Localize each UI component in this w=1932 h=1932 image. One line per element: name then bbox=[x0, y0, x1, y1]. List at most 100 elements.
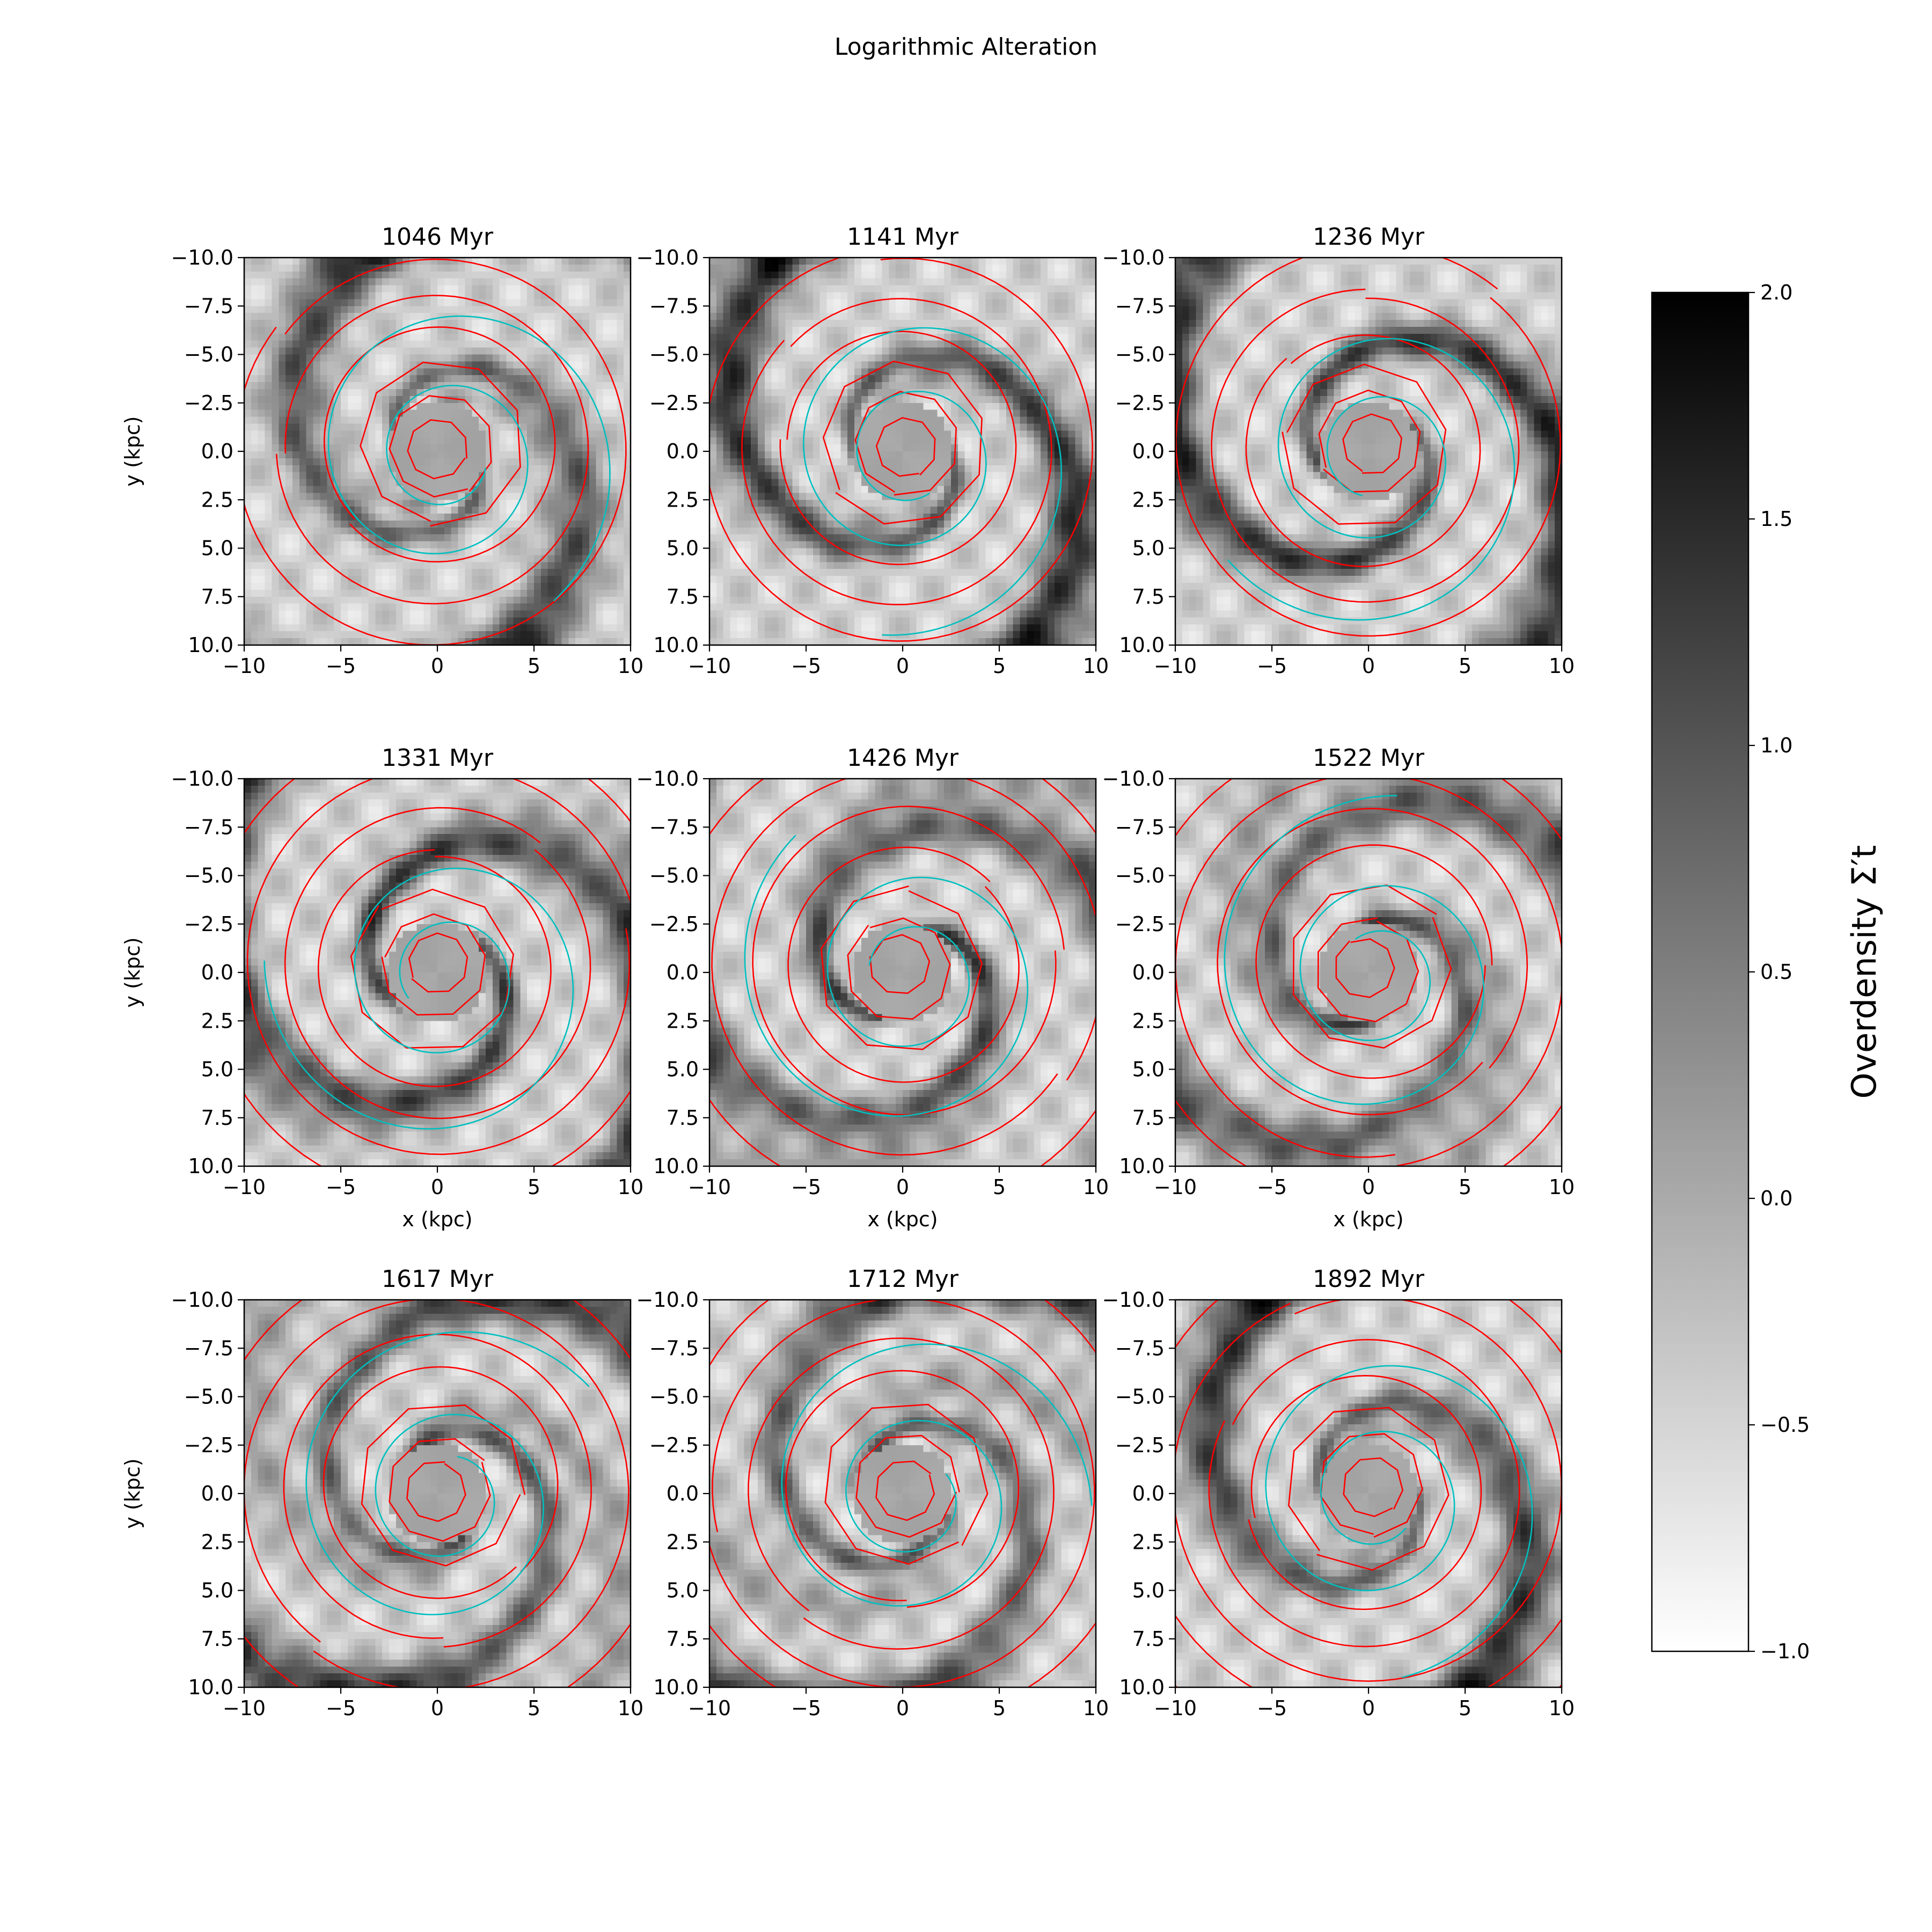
x-tick-label: 5 bbox=[528, 1696, 540, 1720]
y-tick-label: 2.5 bbox=[667, 1530, 699, 1554]
spiral-overlays bbox=[244, 779, 631, 1166]
x-tick-label: 0 bbox=[896, 654, 909, 678]
subplot-8: 1712 Myr −10 −5 0 5 10 −10.0 −7.5 −5.0 −2.5 0.0 2.5… bbox=[636, 1265, 1109, 1720]
fit-spiral-6 bbox=[244, 1300, 630, 1687]
y-tick-label: 0.0 bbox=[667, 961, 699, 984]
colorbar: 2.0 1.5 1.0 0.5 0.0 −0.5 −1.0 Overdensity Σ′t bbox=[1651, 281, 1884, 1663]
y-tick-label: 10.0 bbox=[653, 633, 699, 657]
x-tick-label: 10 bbox=[1083, 654, 1109, 678]
subplot-1: 1046 Myr −10 −5 0 5 10 −10.0 −7.5 −5.0 −2.5 0.0 2.5… bbox=[121, 223, 643, 678]
fit-spiral-4 bbox=[1245, 334, 1481, 567]
fit-spiral-1 bbox=[1335, 938, 1395, 998]
fit-spiral-6 bbox=[711, 779, 1096, 1156]
y-tick-label: 10.0 bbox=[653, 1675, 699, 1699]
fit-spiral-4 bbox=[1248, 1374, 1482, 1611]
model-spiral bbox=[327, 315, 611, 602]
y-tick-label: 2.5 bbox=[201, 1009, 233, 1033]
y-tick-label: 0.0 bbox=[201, 1482, 233, 1505]
fit-spiral-7 bbox=[244, 1300, 631, 1687]
y-tick-label: −7.5 bbox=[649, 294, 699, 318]
y-axis-label: y (kpc) bbox=[121, 937, 144, 1007]
x-tick-label: −5 bbox=[326, 654, 356, 678]
x-tick-label: 10 bbox=[1083, 1175, 1109, 1199]
x-tick-label: 10 bbox=[618, 1696, 643, 1720]
fit-spiral-5 bbox=[1217, 808, 1528, 1116]
subplot-title: 1331 Myr bbox=[382, 744, 494, 772]
spiral-overlays bbox=[1175, 779, 1562, 1166]
y-tick-label: 10.0 bbox=[188, 1154, 233, 1178]
y-tick-label: 2.5 bbox=[201, 488, 233, 511]
colorbar-gradient bbox=[1651, 291, 1750, 1652]
fit-spiral-1 bbox=[407, 419, 467, 480]
y-tick-label: 5.0 bbox=[667, 537, 699, 560]
y-tick-label: −7.5 bbox=[1115, 294, 1165, 318]
model-spiral bbox=[744, 835, 1029, 1117]
fit-spiral-3 bbox=[822, 360, 983, 525]
y-tick-label: −5.0 bbox=[1115, 1385, 1165, 1409]
y-tick-label: 7.5 bbox=[667, 585, 699, 609]
y-tick-label: 2.5 bbox=[667, 1009, 699, 1033]
y-tick-label: 5.0 bbox=[1132, 1579, 1165, 1602]
y-tick-label: 0.0 bbox=[667, 440, 699, 463]
y-tick-label: 7.5 bbox=[667, 1106, 699, 1130]
fit-spiral-3 bbox=[1282, 363, 1447, 525]
fit-spiral-4 bbox=[317, 849, 552, 1087]
y-axis-label: y (kpc) bbox=[121, 1458, 144, 1528]
fit-spiral-2 bbox=[1320, 1433, 1423, 1538]
y-tick-label: 0.0 bbox=[1132, 440, 1165, 463]
fit-spiral-3 bbox=[820, 885, 983, 1050]
x-tick-label: −10 bbox=[688, 1696, 731, 1720]
subplot-5: 1426 Myr −10 −5 0 5 10 −10.0 −7.5 −5.0 −2.5 0.0 2.5… bbox=[636, 744, 1109, 1231]
y-tick-label: −5.0 bbox=[184, 343, 233, 367]
fit-spiral-5 bbox=[284, 807, 591, 1119]
y-tick-label: 7.5 bbox=[201, 1106, 233, 1130]
x-tick-label: 5 bbox=[993, 1175, 1006, 1199]
subplot-title: 1522 Myr bbox=[1313, 744, 1425, 772]
fit-spiral-6 bbox=[1175, 779, 1562, 1166]
fit-spiral-4 bbox=[323, 326, 556, 563]
y-tick-label: 2.5 bbox=[201, 1530, 233, 1554]
y-tick-label: −7.5 bbox=[184, 294, 233, 318]
x-axis-label: x (kpc) bbox=[867, 1208, 938, 1231]
y-tick-label: 5.0 bbox=[201, 1579, 233, 1602]
figure-title: Logarithmic Alteration bbox=[834, 33, 1098, 61]
x-tick-label: 0 bbox=[1362, 1175, 1375, 1199]
y-tick-label: −10.0 bbox=[1102, 1288, 1165, 1312]
colorbar-tick-label: −1.0 bbox=[1760, 1640, 1810, 1663]
y-tick-label: 7.5 bbox=[1132, 1106, 1165, 1130]
subplot-title: 1046 Myr bbox=[382, 223, 494, 251]
y-tick-label: −10.0 bbox=[636, 246, 699, 269]
x-tick-label: 10 bbox=[618, 1175, 643, 1199]
x-tick-label: −5 bbox=[326, 1696, 356, 1720]
fit-spiral-6 bbox=[709, 258, 1094, 642]
y-tick-label: −2.5 bbox=[1115, 1433, 1165, 1457]
x-tick-label: −5 bbox=[1257, 654, 1287, 678]
y-tick-label: 0.0 bbox=[667, 1482, 699, 1505]
density-map bbox=[709, 1300, 1096, 1687]
fit-spiral-4 bbox=[1255, 844, 1493, 1079]
x-tick-label: −10 bbox=[1154, 1175, 1197, 1199]
x-tick-label: 10 bbox=[618, 654, 643, 678]
fit-spiral-4 bbox=[779, 331, 1017, 566]
y-tick-label: 5.0 bbox=[201, 537, 233, 560]
spiral-overlays bbox=[244, 258, 627, 645]
y-tick-label: −2.5 bbox=[184, 391, 233, 415]
x-axis-label: x (kpc) bbox=[1333, 1208, 1403, 1231]
subplot-title: 1141 Myr bbox=[847, 223, 959, 251]
y-tick-label: −5.0 bbox=[1115, 343, 1165, 367]
x-tick-label: 10 bbox=[1549, 1696, 1575, 1720]
y-tick-label: 7.5 bbox=[1132, 585, 1165, 609]
fit-spiral-5 bbox=[1208, 1338, 1520, 1648]
colorbar-label: Overdensity Σ′t bbox=[1845, 845, 1884, 1099]
y-tick-label: −10.0 bbox=[171, 1288, 233, 1312]
y-tick-label: −2.5 bbox=[1115, 391, 1165, 415]
x-tick-label: −10 bbox=[223, 1696, 266, 1720]
fit-spiral-7 bbox=[1175, 1300, 1562, 1687]
y-tick-label: −10.0 bbox=[171, 767, 233, 791]
fit-spiral-2 bbox=[855, 1435, 960, 1538]
x-tick-label: 5 bbox=[1459, 1175, 1472, 1199]
density-map bbox=[244, 779, 631, 1166]
y-tick-label: 2.5 bbox=[1132, 1009, 1165, 1033]
spiral-overlays bbox=[709, 779, 1096, 1166]
